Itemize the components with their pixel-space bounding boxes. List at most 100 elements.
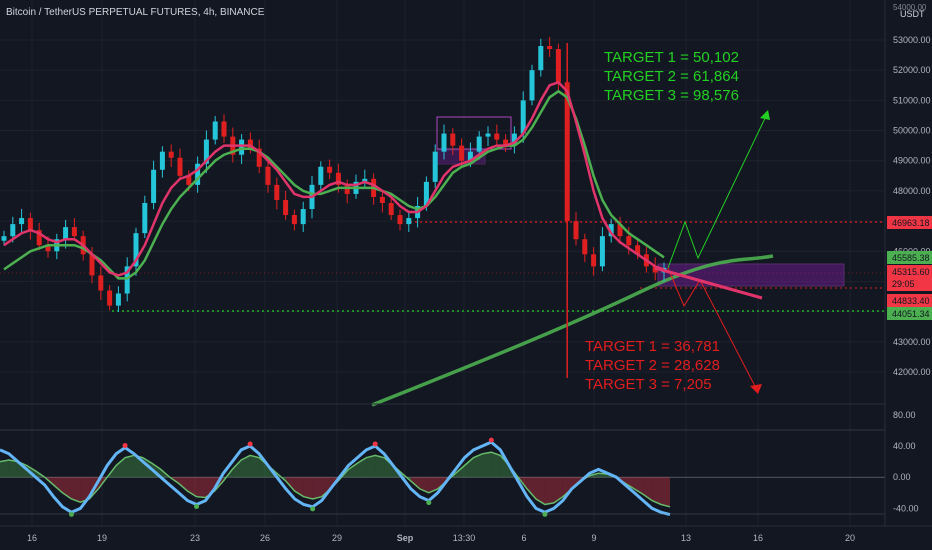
candle-body [124,266,130,294]
candle-body [19,218,25,225]
candle-body [520,100,526,134]
candle-body [247,139,253,149]
bear-target-2: TARGET 2 = 28,628 [585,357,720,374]
osc-area-segment [178,477,188,492]
price-descent-line [654,266,763,300]
candle-body [71,227,77,237]
candle-body [608,224,614,237]
osc-buy-dot [426,500,432,506]
resistance-price-tag [887,216,932,229]
candle-body [406,218,412,225]
osc-area-segment [562,477,572,497]
bear-projection-path [667,267,759,393]
price-tick-label: 50000.00 [893,126,931,136]
bull-projection-path [667,111,769,269]
time-tick-label: 13 [681,533,691,543]
osc-area-segment [241,455,251,478]
candle-body [388,202,394,216]
osc-area-segment [348,463,358,478]
countdown-text: 29:05 [892,279,915,289]
candle-body [159,151,165,170]
osc-area-segment [259,457,268,478]
osc-area-segment [661,477,670,507]
osc-area-segment [0,460,9,478]
candle-body [239,139,245,155]
range-box-upper [436,116,512,150]
osc-area-segment [196,477,206,498]
osc-area-segment [312,477,322,500]
candle-body [397,215,403,225]
osc-area-segment [53,477,63,493]
current-price-tag [887,265,932,291]
osc-area-segment [464,457,474,478]
moving-averages [3,80,665,280]
candle-body [617,224,623,237]
osc-area-segment [473,453,483,478]
osc-area-segment [321,477,331,497]
osc-area-segment [652,477,662,505]
candle-body [335,172,341,185]
time-tick-label: 23 [190,533,200,543]
osc-buy-dot [194,504,200,509]
price-tick-label: 53000.00 [893,35,931,45]
lower-price-tag [887,294,932,307]
candle-body [485,133,491,137]
current-price-text: 45315.60 [892,267,930,277]
candle-body [547,46,553,50]
bull-target-1: TARGET 1 = 50,102 [604,49,739,66]
candle-body [203,139,209,164]
time-tick-label: 9 [591,533,596,543]
osc-area-segment [375,455,385,478]
time-tick-label: 29 [332,533,342,543]
price-tick-label: 51000.00 [893,95,931,105]
osc-area-segment [536,477,545,505]
osc-area-segment [8,460,18,478]
candle-body [555,49,561,83]
osc-area-segment [232,460,242,478]
candle-body [327,166,333,173]
osc-area-segment [250,455,260,478]
osc-sell-dot [247,441,253,447]
price-tick-label: 49000.00 [893,156,931,166]
osc-area-segment [500,455,510,478]
settings-corner[interactable] [886,527,932,550]
candle-body [98,275,104,291]
osc-tick-label: 80.00 [893,410,916,420]
candle-body [538,46,544,71]
bull-target-2: TARGET 2 = 61,864 [604,68,739,85]
top-price-label: 54000.00 [893,3,927,12]
candle-body [256,148,262,167]
candle-body [450,133,456,146]
candle-body [177,157,183,176]
candle-body [635,245,641,255]
osc-area-segment [643,477,653,501]
price-tick-label: 43000.00 [893,337,931,347]
candle-body [476,136,482,152]
candle-body [283,199,289,216]
lower-price-text: 44833.40 [892,296,930,306]
candle-body [168,151,174,158]
osc-area-segment [303,477,313,500]
time-tick-label: Sep [397,533,414,543]
osc-area-segment [125,455,134,478]
time-tick-label: 16 [753,533,763,543]
price-tick-label: 42000.00 [893,367,931,377]
bull-arrow-head [760,110,770,120]
candle-body [344,184,350,194]
price-tick-label: 48000.00 [893,186,931,196]
long-term-trend-line [371,254,774,407]
osc-sell-dot [372,441,378,447]
osc-buy-dot [310,506,316,512]
candle-body [1,236,7,241]
resistance-price-text: 46963.18 [892,218,930,228]
candle-body [300,209,306,225]
candle-body [494,133,500,140]
candle-body [142,202,148,234]
candle-body [459,145,465,161]
candle-body [582,239,588,255]
candle-body [573,221,579,240]
consolidation-zone [657,263,845,287]
price-tick-label: 52000.00 [893,65,931,75]
time-tick-label: 6 [521,533,526,543]
